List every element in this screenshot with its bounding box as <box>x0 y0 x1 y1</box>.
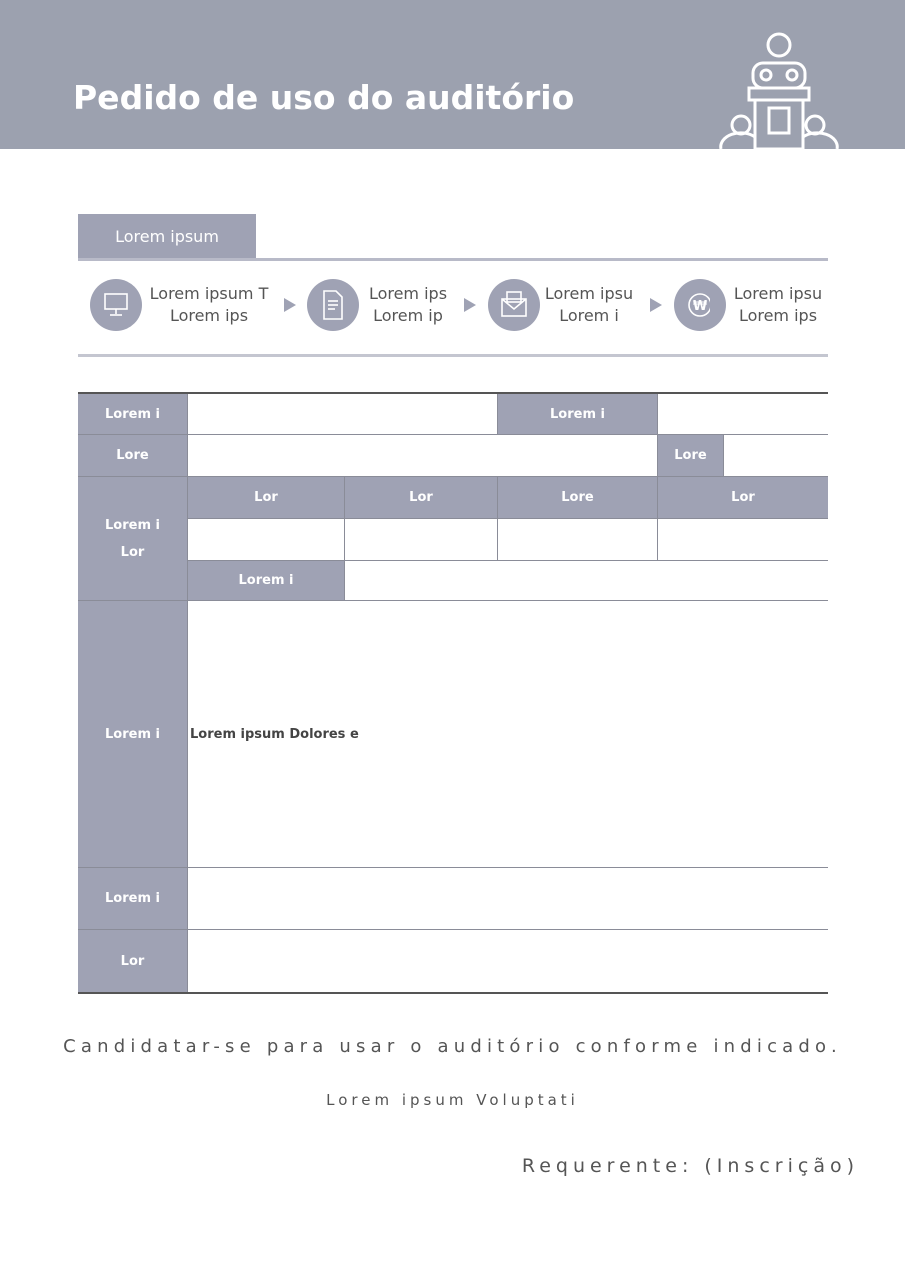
step-icon <box>90 279 142 331</box>
label-cell: Lore <box>658 435 724 477</box>
column-header: Lor <box>188 477 345 519</box>
step-icon <box>674 279 726 331</box>
input-cell <box>188 868 828 930</box>
label-cell: Lorem i <box>78 601 188 868</box>
input-cell <box>345 519 498 561</box>
input-cell <box>498 519 658 561</box>
input-cell <box>188 930 828 992</box>
step-icon <box>488 279 540 331</box>
label-cell: Lorem i <box>188 561 345 601</box>
input-cell <box>658 519 828 561</box>
step-line: Lorem ips <box>169 306 249 325</box>
step-label: Lorem ipsu Lorem i <box>514 283 664 327</box>
auditorium-icon <box>719 32 839 149</box>
step-line: Lorem ip <box>373 306 443 325</box>
label-line: Lorem i <box>105 517 160 533</box>
arrow <box>650 298 662 312</box>
step-line: Lorem ipsu <box>544 284 634 303</box>
label-cell: Lorem i <box>498 394 658 435</box>
content-cell: Lorem ipsum Dolores e <box>188 601 828 868</box>
column-header: Lor <box>345 477 498 519</box>
step-glyphs: ₩ <box>104 290 710 320</box>
input-cell <box>188 435 658 477</box>
column-header: Lor <box>658 477 828 519</box>
table-bottom <box>78 992 828 994</box>
column-header: Lore <box>498 477 658 519</box>
label-cell: Lorem i <box>78 868 188 930</box>
input-cell <box>345 561 828 601</box>
step-label: Lorem ipsum T Lorem ips <box>134 283 284 327</box>
input-cell <box>724 435 828 477</box>
arrow <box>464 298 476 312</box>
arrow <box>284 298 296 312</box>
step-line: Lorem ipsu <box>733 284 823 303</box>
divider <box>78 354 828 357</box>
divider <box>78 258 828 261</box>
input-cell <box>658 394 828 435</box>
step-line: Lorem ips <box>738 306 818 325</box>
process-tab: Lorem ipsum <box>78 214 256 259</box>
title: Pedido de uso do auditório <box>73 78 575 117</box>
label-line: Lor <box>120 544 145 560</box>
input-cell <box>188 394 498 435</box>
signature: Requerente: (Inscrição) <box>521 1155 859 1177</box>
step-line: Lorem i <box>559 306 619 325</box>
label-cell: Lorem i Lor <box>78 477 188 601</box>
table-top <box>78 392 828 394</box>
step-label: Lorem ips Lorem ip <box>333 283 483 327</box>
label-cell: Lor <box>78 930 188 992</box>
label-cell: Lore <box>78 435 188 477</box>
statement: Candidatar-se para usar o auditório conf… <box>63 1036 842 1057</box>
step-label: Lorem ipsu Lorem ips <box>703 283 853 327</box>
label-cell: Lorem i <box>78 394 188 435</box>
svg-text:₩: ₩ <box>693 299 708 314</box>
note: Lorem ipsum Voluptati <box>326 1091 579 1109</box>
input-cell <box>188 519 345 561</box>
step-line: Lorem ipsum T <box>149 284 269 303</box>
step-line: Lorem ips <box>368 284 448 303</box>
